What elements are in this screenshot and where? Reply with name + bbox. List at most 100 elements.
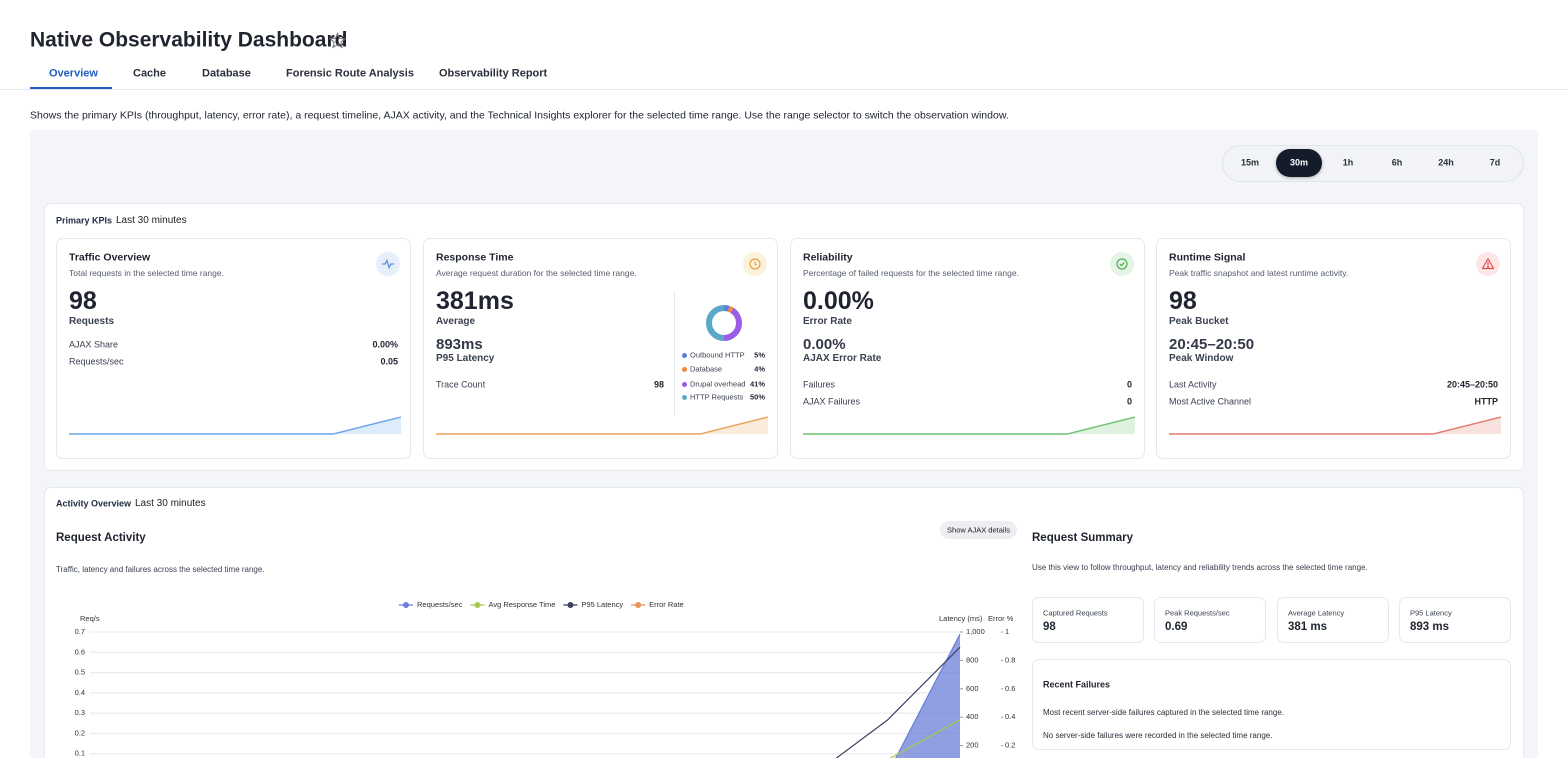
y-tick-label: 0.5 bbox=[75, 668, 85, 677]
page-title: Native Observability Dashboard bbox=[30, 28, 348, 52]
sparkline bbox=[69, 416, 401, 435]
stat-box: Average Latency 381 ms bbox=[1277, 597, 1389, 643]
legend-label: HTTP Requests bbox=[690, 392, 744, 402]
legend-label: Avg Response Time bbox=[488, 600, 555, 609]
legend-value: 41% bbox=[749, 379, 765, 389]
sparkline bbox=[803, 416, 1135, 435]
range-label: 7d bbox=[1489, 157, 1501, 168]
row-label: AJAX Failures bbox=[803, 396, 861, 407]
kpi-value: 98 bbox=[69, 287, 97, 315]
panel-title: Request Summary bbox=[1032, 532, 1133, 545]
card-description: Percentage of failed requests for the se… bbox=[803, 267, 1019, 278]
stat-value: 893 ms bbox=[1410, 621, 1450, 634]
stat-label: P95 Latency bbox=[1410, 608, 1452, 618]
y3-tick-label: 1 bbox=[1005, 627, 1009, 636]
kpi-secondary: 0.00% bbox=[803, 336, 846, 353]
stat-box: P95 Latency 893 ms bbox=[1399, 597, 1511, 643]
range-button[interactable]: 24h bbox=[1423, 149, 1469, 177]
y2-tick-label: 1,000 bbox=[966, 627, 985, 636]
card-title: Reliability bbox=[803, 251, 853, 264]
row-value: 0 bbox=[1126, 396, 1132, 407]
range-selector bbox=[1222, 145, 1524, 182]
legend-value: 50% bbox=[749, 392, 765, 402]
legend-label: Error Rate bbox=[649, 600, 684, 609]
y2-tick-label: 600 bbox=[966, 684, 979, 693]
ajax-toggle[interactable]: Show AJAX details bbox=[940, 521, 1017, 539]
kpi-label: Average bbox=[436, 316, 476, 327]
stat-label: Average Latency bbox=[1288, 608, 1345, 618]
sparkline bbox=[1169, 416, 1501, 435]
donut-segment bbox=[706, 305, 742, 341]
card-description: Average request duration for the selecte… bbox=[436, 267, 637, 278]
row-value: HTTP bbox=[1474, 396, 1499, 407]
kpi-value: 381ms bbox=[436, 287, 514, 315]
legend-label: Outbound HTTP bbox=[690, 350, 745, 360]
series-line bbox=[835, 646, 961, 758]
failures-title: Recent Failures bbox=[1043, 679, 1111, 690]
range-label: 1h bbox=[1342, 157, 1354, 168]
row-label: AJAX Share bbox=[69, 339, 119, 350]
legend-dot bbox=[682, 366, 687, 372]
range-label: 15m bbox=[1240, 157, 1259, 168]
kpi-card: Reliability Percentage of failed requests… bbox=[790, 238, 1145, 459]
stat-value: 381 ms bbox=[1288, 621, 1328, 634]
panel-title: Request Activity bbox=[56, 532, 146, 545]
tab[interactable]: Forensic Route Analysis bbox=[286, 67, 414, 80]
row-label: Failures bbox=[803, 379, 836, 390]
legend-marker bbox=[567, 602, 574, 608]
y2-tick-label: 200 bbox=[966, 741, 979, 750]
y3-axis-label: Error % bbox=[988, 614, 1014, 623]
range-button[interactable]: 6h bbox=[1374, 149, 1420, 177]
legend-label: Drupal overhead bbox=[690, 379, 746, 389]
y-tick-label: 0.1 bbox=[75, 749, 85, 758]
section-title: Primary KPIs bbox=[56, 215, 113, 226]
range-button[interactable]: 7d bbox=[1472, 149, 1518, 177]
range-button[interactable]: 1h bbox=[1325, 149, 1371, 177]
divider bbox=[674, 291, 675, 416]
kpi-value: 0.00% bbox=[803, 287, 874, 315]
range-button[interactable]: 30m bbox=[1276, 149, 1322, 177]
card-icon bbox=[1476, 252, 1500, 276]
kpi-secondary-label: AJAX Error Rate bbox=[803, 353, 882, 364]
legend-dot bbox=[682, 394, 687, 400]
legend-marker bbox=[474, 602, 481, 608]
range-label: 24h bbox=[1438, 157, 1454, 168]
row-value: 20:45–20:50 bbox=[1446, 379, 1498, 390]
legend-label: Database bbox=[690, 364, 723, 374]
card-description: Peak traffic snapshot and latest runtime… bbox=[1169, 267, 1349, 278]
y-tick-label: 0.4 bbox=[75, 688, 85, 697]
y3-tick-label: 0.6 bbox=[1005, 684, 1015, 693]
row-label: Most Active Channel bbox=[1169, 396, 1252, 407]
row-label: Last Activity bbox=[1169, 379, 1217, 390]
panel-description: Traffic, latency and failures across the… bbox=[56, 565, 265, 575]
y3-tick-label: 0.4 bbox=[1005, 712, 1015, 721]
kpi-secondary-label: P95 Latency bbox=[436, 353, 495, 364]
legend-marker bbox=[403, 602, 409, 608]
y-tick-label: 0.2 bbox=[75, 728, 85, 737]
stat-box: Peak Requests/sec 0.69 bbox=[1154, 597, 1266, 643]
section-subtitle: Last 30 minutes bbox=[135, 498, 206, 509]
y-axis-label: Req/s bbox=[80, 614, 100, 623]
tab[interactable]: Observability Report bbox=[439, 67, 548, 80]
legend-label: P95 Latency bbox=[581, 600, 623, 609]
kpi-card: Traffic Overview Total requests in the se… bbox=[56, 238, 411, 459]
favorite-star[interactable] bbox=[329, 32, 346, 49]
tab-border bbox=[0, 89, 1568, 90]
y2-tick-label: 400 bbox=[966, 712, 979, 721]
section-subtitle: Last 30 minutes bbox=[116, 215, 187, 226]
kpi-value: 98 bbox=[1169, 287, 1197, 315]
failures-description: Most recent server-side failures capture… bbox=[1043, 708, 1285, 718]
range-button[interactable]: 15m bbox=[1227, 149, 1273, 177]
row-label: Trace Count bbox=[436, 379, 486, 390]
sparkline bbox=[436, 416, 768, 435]
tab[interactable]: Database bbox=[202, 67, 251, 80]
card-icon bbox=[1110, 252, 1134, 276]
tab[interactable]: Overview bbox=[49, 67, 98, 80]
row-label: Requests/sec bbox=[69, 356, 124, 367]
kpi-secondary: 893ms bbox=[436, 336, 483, 353]
tab[interactable]: Cache bbox=[133, 67, 167, 80]
series-line bbox=[889, 719, 961, 758]
row-value: 98 bbox=[653, 379, 664, 390]
row-value: 0 bbox=[1126, 379, 1132, 390]
